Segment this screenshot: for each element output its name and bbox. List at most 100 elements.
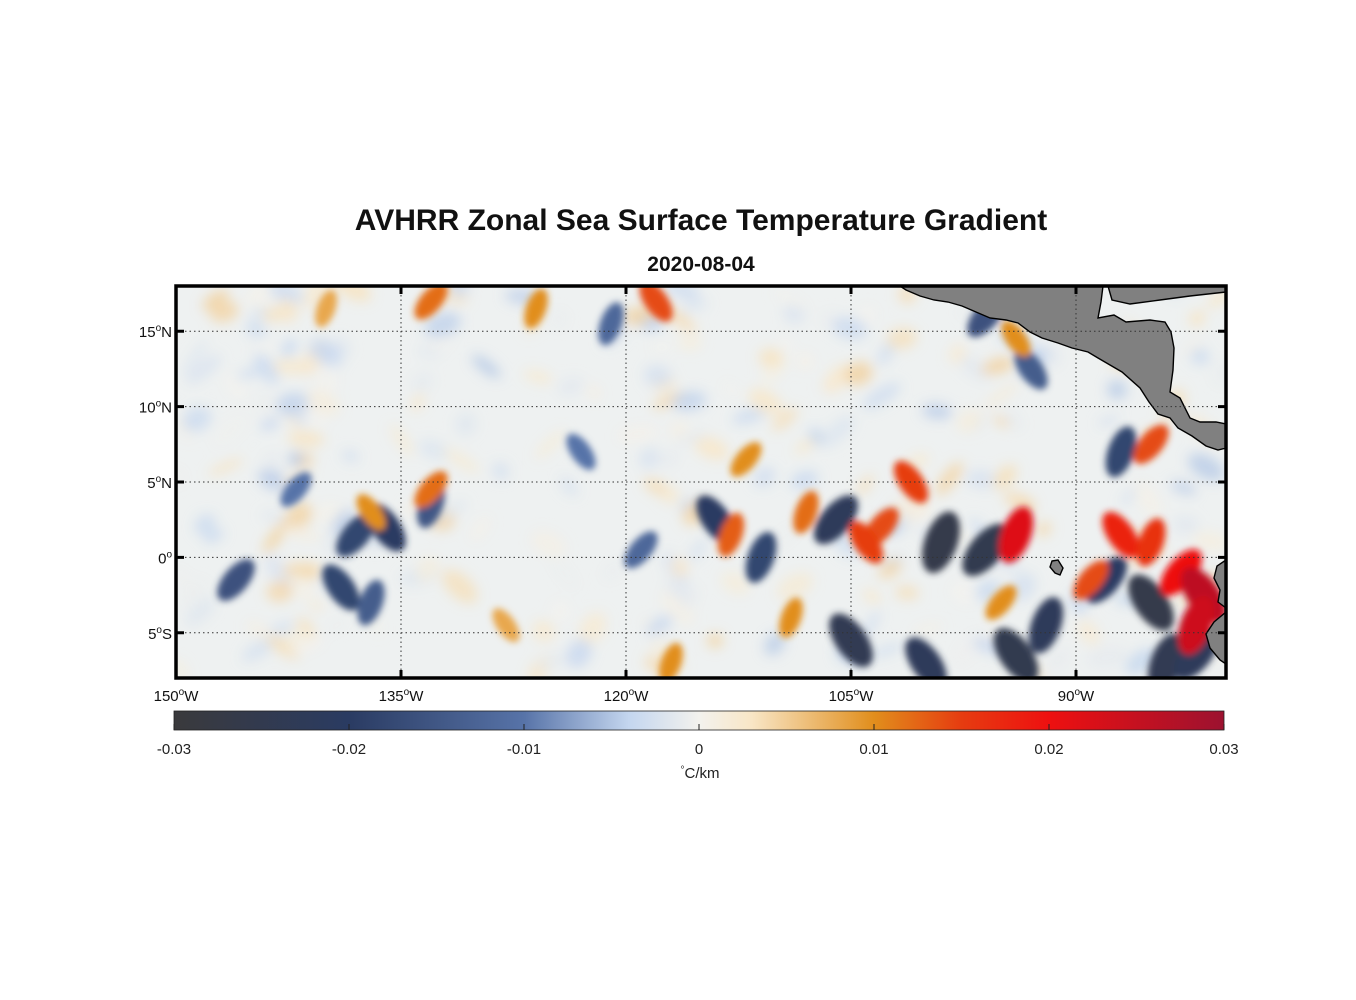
texture-patch: [617, 425, 658, 443]
texture-patch: [325, 616, 348, 635]
texture-patch: [224, 373, 247, 401]
texture-patch: [203, 529, 225, 544]
gradient-feature: [717, 512, 745, 557]
gradient-feature: [357, 579, 385, 626]
texture-patch: [773, 290, 809, 310]
texture-patch: [890, 500, 931, 523]
texture-patch: [664, 286, 701, 302]
gradient-feature: [993, 628, 1039, 678]
texture-patch: [777, 334, 795, 354]
colorbar-unit-degree: °: [681, 765, 685, 776]
texture-patch: [536, 652, 571, 671]
texture-patch: [429, 501, 468, 522]
land-south-america: [1213, 559, 1226, 609]
texture-patch: [270, 621, 295, 636]
texture-patch: [209, 300, 239, 323]
gradient-feature: [659, 642, 683, 678]
texture-patch: [832, 317, 868, 340]
texture-patch: [981, 357, 1015, 375]
texture-patch: [296, 617, 316, 636]
gradient-feature: [730, 442, 762, 477]
texture-patch: [287, 451, 304, 468]
texture-patch: [303, 286, 330, 309]
gradient-feature: [414, 470, 448, 509]
texture-patch: [208, 458, 244, 476]
texture-patch: [341, 449, 360, 463]
texture-patch: [935, 462, 963, 496]
texture-patch: [895, 585, 919, 600]
texture-patch: [280, 338, 298, 358]
texture-patch: [671, 391, 707, 412]
texture-patch: [202, 289, 229, 311]
map-date-subtitle: 2020-08-04: [647, 253, 755, 276]
gradient-feature: [1173, 630, 1219, 678]
gradient-feature: [1028, 597, 1064, 654]
texture-patch: [764, 632, 785, 656]
texture-patch: [260, 418, 280, 431]
texture-patch: [912, 623, 944, 635]
texture-patch: [258, 469, 289, 491]
gradient-feature: [1177, 595, 1215, 655]
gradient-feature: [414, 286, 448, 320]
texture-patch: [1133, 480, 1162, 518]
texture-patch: [531, 530, 566, 558]
texture-patch: [661, 486, 681, 506]
gradient-feature: [624, 531, 658, 569]
texture-patch: [638, 447, 660, 469]
gradient-feature: [998, 506, 1034, 563]
texture-patch: [821, 415, 855, 448]
texture-patch: [678, 335, 702, 351]
texture-patch: [688, 537, 709, 562]
colorbar-ticks: -0.03 -0.02 -0.01 0 0.01 0.02 0.03: [157, 724, 1239, 758]
lat-tick-label: 5oS: [148, 625, 172, 643]
texture-patch: [993, 416, 1010, 428]
lat-tick-label: 5oN: [147, 474, 172, 492]
texture-patch: [693, 436, 730, 461]
land-galapagos: [1049, 559, 1064, 576]
texture-patch: [1010, 572, 1036, 602]
gradient-feature: [336, 512, 376, 557]
texture-patch: [390, 424, 414, 456]
texture-patch: [1086, 646, 1129, 669]
texture-patch: [176, 414, 192, 440]
texture-patch: [241, 636, 278, 662]
gradient-feature: [639, 286, 673, 322]
texture-patch: [664, 581, 694, 603]
texture-patch: [707, 633, 724, 649]
gradient-feature: [598, 302, 624, 346]
texture-patch: [253, 390, 284, 421]
texture-patch: [260, 511, 291, 523]
colorbar-tick-label: 0.01: [859, 741, 888, 758]
texture-patch: [649, 645, 668, 655]
texture-patch: [266, 634, 301, 660]
texture-patch: [732, 406, 769, 425]
colorbar-tick-label: 0.02: [1034, 741, 1063, 758]
texture-patch: [1173, 516, 1199, 534]
texture-patch: [1206, 288, 1226, 308]
gradient-feature: [217, 559, 255, 601]
gradient-feature: [848, 521, 884, 564]
texture-patch: [675, 431, 708, 446]
texture-patch: [1004, 491, 1027, 509]
texture-patch: [416, 556, 440, 582]
texture-patch: [266, 580, 294, 603]
land-yucatan: [1107, 286, 1226, 305]
lat-tick-label: 10oN: [139, 399, 172, 417]
texture-patch: [566, 638, 592, 668]
texture-patch: [246, 318, 266, 339]
lat-tick-label: 15oN: [139, 323, 172, 341]
gradient-feature: [1073, 560, 1109, 600]
texture-patch: [263, 452, 282, 470]
texture-patch: [950, 580, 978, 605]
texture-patch: [411, 372, 433, 393]
texture-patch: [1106, 379, 1128, 400]
texture-patch: [418, 439, 451, 461]
texture-patch: [722, 381, 742, 400]
gradient-features: [217, 286, 1226, 678]
texture-patch: [176, 659, 189, 678]
land-central-america: [898, 286, 1226, 451]
texture-patch: [855, 305, 877, 327]
texture-patch: [993, 464, 1017, 490]
texture-patch: [559, 476, 578, 497]
